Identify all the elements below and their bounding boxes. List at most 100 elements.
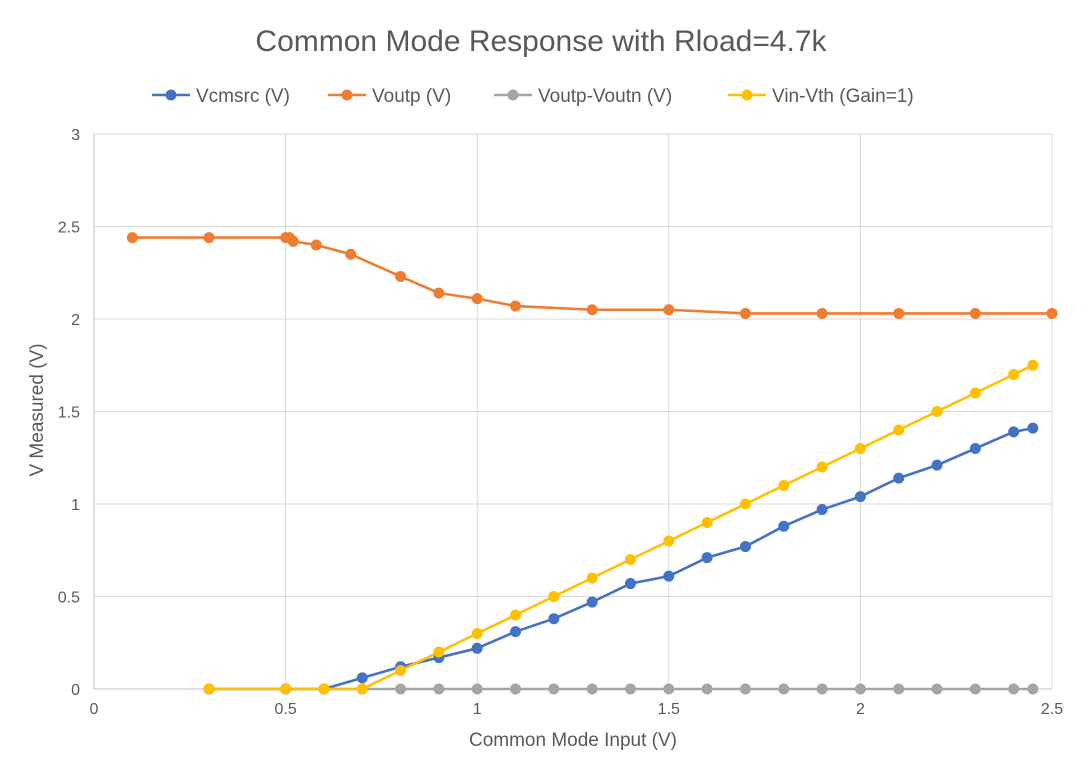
data-point [931, 683, 943, 695]
data-point [854, 443, 866, 454]
legend-label: Voutp-Voutn (V) [538, 86, 672, 107]
y-axis-title: V Measured (V) [27, 343, 48, 476]
data-point [893, 424, 905, 436]
data-point [1046, 307, 1058, 319]
legend-item: Voutp-Voutn (V) [494, 86, 672, 107]
y-tick-label: 0 [71, 682, 80, 699]
data-point [816, 504, 828, 516]
legend-label: Vcmsrc (V) [196, 86, 290, 107]
legend-swatch-marker [165, 89, 177, 101]
data-point [778, 683, 790, 695]
y-tick-label: 1 [71, 497, 80, 514]
series-line [132, 236, 1052, 315]
data-point [778, 480, 790, 491]
data-point [395, 270, 407, 282]
data-point [126, 232, 138, 244]
data-point [1008, 369, 1020, 380]
data-point [739, 498, 751, 510]
data-point [816, 461, 828, 473]
data-point [969, 443, 981, 454]
y-tick-label: 2.5 [58, 220, 80, 237]
data-point [310, 239, 322, 251]
data-point [203, 232, 215, 244]
data-point [739, 683, 751, 695]
data-point [586, 683, 598, 695]
y-tick-label: 1.5 [58, 405, 80, 422]
legend-item: Vcmsrc (V) [152, 86, 290, 107]
data-point [624, 554, 636, 565]
data-point [471, 642, 483, 654]
data-point [969, 387, 981, 399]
data-point [663, 570, 675, 582]
x-tick-label: 2 [856, 701, 865, 718]
data-point [395, 665, 407, 676]
data-point [739, 541, 751, 553]
x-tick-label: 1 [473, 701, 482, 718]
data-point [624, 578, 636, 590]
data-point [586, 572, 598, 584]
data-point [701, 517, 713, 528]
y-tick-label: 2 [71, 312, 80, 329]
legend: Vcmsrc (V) Voutp (V) Voutp-Voutn (V) Vin-Vt… [152, 86, 914, 107]
data-point [510, 626, 522, 638]
y-tick-label: 3 [71, 127, 80, 144]
legend-label: Voutp (V) [372, 86, 451, 107]
data-point [854, 491, 866, 503]
data-point [356, 683, 368, 695]
data-point [969, 683, 981, 695]
series-1 [203, 422, 1039, 695]
data-point [203, 683, 215, 695]
data-point [969, 307, 981, 319]
data-point [586, 304, 598, 316]
chart-title: Common Mode Response with Rload=4.7k [255, 25, 827, 58]
data-point [663, 683, 675, 695]
data-point [701, 683, 713, 695]
data-point [1027, 359, 1039, 371]
data-point [893, 307, 905, 319]
data-point [471, 293, 483, 305]
data-point [778, 520, 790, 532]
data-point [816, 683, 828, 695]
data-point [931, 459, 943, 471]
data-point [701, 552, 713, 564]
data-point [586, 596, 598, 608]
data-point [931, 406, 943, 417]
data-point [854, 683, 866, 695]
data-point [345, 248, 357, 260]
series-layer [126, 232, 1058, 695]
legend-item: Voutp (V) [328, 86, 451, 107]
series-4 [203, 359, 1039, 695]
data-point [433, 683, 445, 695]
data-point [433, 646, 445, 658]
legend-swatch-marker [741, 89, 753, 101]
data-point [663, 535, 675, 547]
data-point [893, 472, 905, 484]
data-point [280, 683, 292, 695]
axis-ticks: 0 0.5 1 1.5 2 2.5 3 0 0.5 1 1.5 2 2.5 [58, 127, 1063, 718]
series-line [208, 426, 1034, 691]
data-point [510, 300, 522, 312]
data-point [510, 683, 522, 695]
data-point [548, 591, 560, 602]
data-point [816, 307, 828, 319]
gridlines [93, 133, 1053, 690]
data-point [1027, 683, 1039, 695]
data-point [433, 287, 445, 299]
data-point [1008, 426, 1020, 438]
data-point [893, 683, 905, 695]
legend-swatch-marker [507, 89, 519, 101]
series-line [208, 364, 1034, 691]
data-point [1027, 422, 1039, 434]
series-2 [126, 232, 1058, 319]
data-point [471, 683, 483, 695]
x-tick-label: 0.5 [274, 701, 296, 718]
x-axis-title: Common Mode Input (V) [469, 730, 677, 751]
legend-label: Vin-Vth (Gain=1) [772, 86, 914, 107]
legend-swatch-marker [341, 89, 353, 101]
data-point [471, 628, 483, 639]
x-tick-label: 1.5 [658, 701, 680, 718]
data-point [624, 683, 636, 695]
data-point [739, 307, 751, 319]
